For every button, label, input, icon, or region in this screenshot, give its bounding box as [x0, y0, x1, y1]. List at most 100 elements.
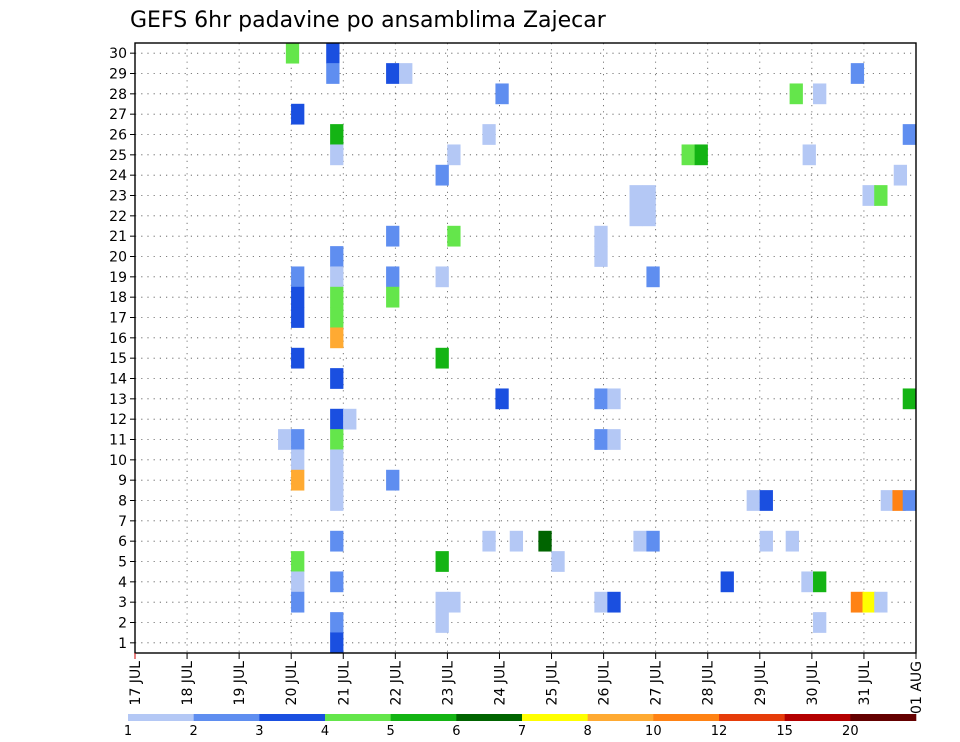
chart-title: GEFS 6hr padavine po ansamblima Zajecar: [130, 8, 607, 33]
precip-cell: [629, 205, 643, 227]
precip-cell: [594, 246, 608, 267]
precip-cell: [291, 103, 305, 125]
precip-cell: [694, 144, 708, 166]
precip-cell: [291, 551, 305, 572]
colorbar-label: 6: [452, 724, 460, 739]
x-tick-label: 23 JUL: [440, 661, 456, 706]
colorbar-label: 3: [255, 724, 263, 739]
precip-cell: [435, 347, 449, 369]
precip-cell: [594, 225, 608, 247]
y-tick-label: 27: [109, 107, 127, 123]
precip-cell: [880, 490, 895, 511]
y-tick-label: 11: [109, 433, 127, 449]
colorbar-segment: [456, 714, 523, 721]
y-tick-label: 14: [109, 372, 127, 388]
precip-cell: [482, 124, 496, 145]
colorbar-label: 7: [518, 724, 526, 739]
precip-cell: [330, 246, 344, 267]
precip-cell: [902, 124, 916, 145]
x-tick-label: 29 JUL: [753, 661, 769, 706]
x-tick-label: 24 JUL: [492, 661, 508, 706]
precip-cell: [386, 225, 400, 247]
colorbar-segment: [390, 714, 457, 721]
precip-cell: [330, 144, 344, 166]
precip-cell: [759, 530, 773, 552]
y-tick-label: 16: [109, 331, 127, 347]
y-tick-label: 4: [118, 575, 127, 591]
precip-cell: [746, 490, 760, 511]
precip-cell: [291, 266, 305, 288]
x-tick-label: 22 JUL: [388, 661, 404, 706]
precip-cell: [291, 571, 305, 593]
precip-cell: [447, 144, 461, 166]
precip-cell: [902, 490, 916, 511]
colorbar: 1 2 3 4 5 6 7 8 10 12 15 20: [124, 714, 917, 739]
precip-cell: [850, 591, 865, 613]
colorbar-segment: [784, 714, 851, 721]
colorbar-segment: [193, 714, 260, 721]
x-tick-label: 26 JUL: [597, 661, 613, 706]
x-axis-ticks: 17 JUL 18 JUL 19 JUL 20 JUL 21 JUL 22 JUL 23 J…: [128, 653, 925, 714]
colorbar-segment: [128, 714, 194, 721]
precip-cell: [447, 225, 461, 247]
precip-cell: [801, 571, 815, 593]
precip-cell: [285, 42, 300, 64]
precip-cell: [495, 388, 509, 410]
x-tick-label: 20 JUL: [284, 661, 300, 706]
colorbar-segment: [259, 714, 326, 721]
y-tick-label: 20: [109, 250, 127, 266]
x-tick-label: 21 JUL: [336, 661, 352, 706]
colorbar-label: 15: [776, 724, 793, 739]
y-tick-label: 9: [118, 473, 127, 489]
y-tick-label: 12: [109, 412, 127, 428]
y-tick-label: 29: [109, 67, 127, 83]
precip-cell: [495, 83, 509, 105]
precip-cell: [291, 591, 305, 613]
precip-cell: [330, 632, 344, 654]
y-tick-label: 2: [118, 616, 127, 632]
precip-cell: [278, 429, 292, 450]
y-tick-label: 13: [109, 392, 127, 408]
precip-cell: [330, 408, 344, 430]
y-tick-label: 8: [118, 494, 127, 510]
precip-cell: [862, 591, 876, 613]
precip-cell: [386, 286, 400, 308]
precipitation-cells: [278, 42, 916, 654]
precip-cell: [813, 612, 827, 633]
y-tick-label: 3: [118, 595, 127, 611]
precip-cell: [330, 429, 344, 450]
precip-cell: [633, 530, 647, 552]
colorbar-label: 4: [321, 724, 329, 739]
plot-frame: [134, 42, 917, 654]
y-tick-label: 25: [109, 148, 127, 164]
precip-cell: [330, 124, 344, 145]
precip-cell: [326, 42, 340, 64]
precip-cell: [291, 429, 305, 450]
precip-cell: [330, 530, 344, 552]
precip-cell: [291, 469, 305, 491]
colorbar-segment: [850, 714, 917, 721]
y-tick-label: 22: [109, 209, 127, 225]
precip-cell: [646, 530, 660, 552]
y-tick-label: 26: [109, 128, 127, 144]
precip-cell: [874, 185, 888, 206]
precip-cell: [330, 469, 344, 491]
precip-cell: [326, 63, 340, 84]
precip-cell: [759, 490, 773, 511]
precip-cell: [291, 286, 305, 308]
colorbar-label: 12: [711, 724, 728, 739]
y-tick-label: 15: [109, 351, 127, 367]
precip-cell: [642, 185, 656, 206]
precip-cell: [330, 307, 344, 328]
precip-cell: [343, 408, 357, 430]
y-tick-label: 24: [109, 168, 127, 184]
y-tick-label: 28: [109, 87, 127, 103]
precip-cell: [607, 429, 621, 450]
x-tick-label: 17 JUL: [128, 661, 144, 706]
precip-cell: [893, 164, 908, 186]
precip-cell: [646, 266, 660, 288]
precip-cell: [435, 612, 449, 633]
precip-cell: [785, 530, 799, 552]
y-tick-label: 1: [118, 636, 127, 652]
